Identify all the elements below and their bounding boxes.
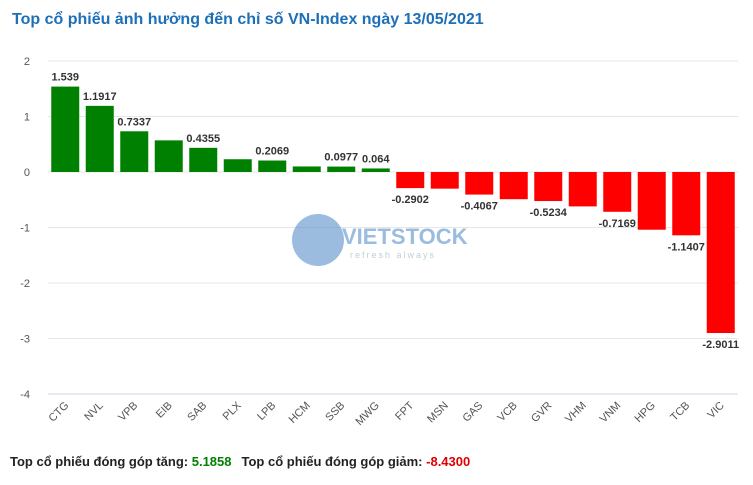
x-tick-label: VNM [598, 400, 624, 426]
x-tick-label: VHM [563, 400, 589, 426]
watermark-logo [292, 214, 344, 266]
x-tick-label: VIC [705, 400, 726, 421]
x-tick-label: PLX [221, 399, 245, 423]
watermark-tagline: refresh always [350, 250, 436, 260]
x-tick-label: SAB [185, 400, 209, 424]
value-label: 0.4355 [186, 133, 220, 145]
value-label: -0.7169 [599, 218, 636, 230]
x-tick-label: GAS [460, 400, 485, 425]
bar [51, 86, 80, 172]
value-label: -1.1407 [668, 241, 705, 253]
value-label: 0.0977 [324, 152, 358, 164]
x-tick-label: TCB [668, 400, 692, 424]
watermark-text: VIETSTOCK [342, 224, 468, 249]
y-tick-label: -2 [20, 278, 30, 290]
bar [603, 172, 632, 212]
bar [327, 166, 356, 172]
x-tick-label: FPT [393, 399, 416, 422]
bar [396, 172, 425, 189]
bar [568, 172, 597, 207]
bar [258, 160, 287, 172]
value-label: 0.7337 [117, 116, 151, 128]
loss-label: Top cổ phiếu đóng góp giảm: [242, 454, 423, 469]
y-tick-label: -4 [20, 389, 30, 401]
bar [637, 172, 666, 230]
bar [534, 172, 563, 202]
y-tick-label: -3 [20, 334, 30, 346]
x-tick-label: MSN [425, 400, 451, 426]
gain-value: 5.1858 [192, 454, 232, 469]
bar [465, 172, 494, 195]
value-label: 1.539 [51, 72, 79, 84]
x-tick-label: HCM [287, 400, 313, 426]
bar [499, 172, 528, 200]
bar [672, 172, 701, 236]
value-label: -0.5234 [530, 207, 568, 219]
bar [706, 172, 735, 334]
value-label: 1.1917 [83, 91, 117, 103]
value-label: -0.2902 [392, 194, 429, 206]
x-tick-label: GVR [529, 400, 554, 425]
bar [189, 147, 218, 172]
bar [120, 131, 149, 172]
value-label: -0.4067 [461, 201, 498, 213]
bar [154, 140, 183, 172]
x-tick-label: MWG [354, 400, 382, 428]
x-tick-label: HPG [633, 400, 658, 425]
x-tick-label: VPB [116, 400, 140, 424]
y-tick-label: 2 [24, 56, 30, 68]
bar [292, 166, 321, 172]
x-tick-label: SSB [323, 400, 347, 424]
y-tick-label: 1 [24, 112, 30, 124]
value-label: -2.9011 [702, 339, 739, 351]
watermark: VIETSTOCK refresh always [292, 214, 468, 266]
x-tick-label: NVL [82, 400, 106, 424]
bar [430, 172, 459, 189]
loss-value: -8.4300 [426, 454, 470, 469]
bar [85, 105, 114, 172]
x-tick-label: LPB [255, 400, 278, 423]
x-tick-label: CTG [46, 400, 71, 425]
chart-title: Top cổ phiếu ảnh hưởng đến chỉ số VN-Ind… [12, 10, 484, 28]
bar [223, 159, 252, 172]
footer: Top cổ phiếu đóng góp tăng: 5.1858 Top cổ… [10, 454, 470, 469]
value-label: 0.064 [362, 153, 390, 165]
x-tick-label: VCB [495, 400, 519, 424]
y-tick-label: 0 [24, 167, 30, 179]
value-label: 0.2069 [255, 146, 289, 158]
gain-label: Top cổ phiếu đóng góp tăng: [10, 454, 188, 469]
bar [361, 168, 390, 172]
y-tick-label: -1 [20, 223, 30, 235]
x-tick-label: EIB [154, 400, 175, 421]
